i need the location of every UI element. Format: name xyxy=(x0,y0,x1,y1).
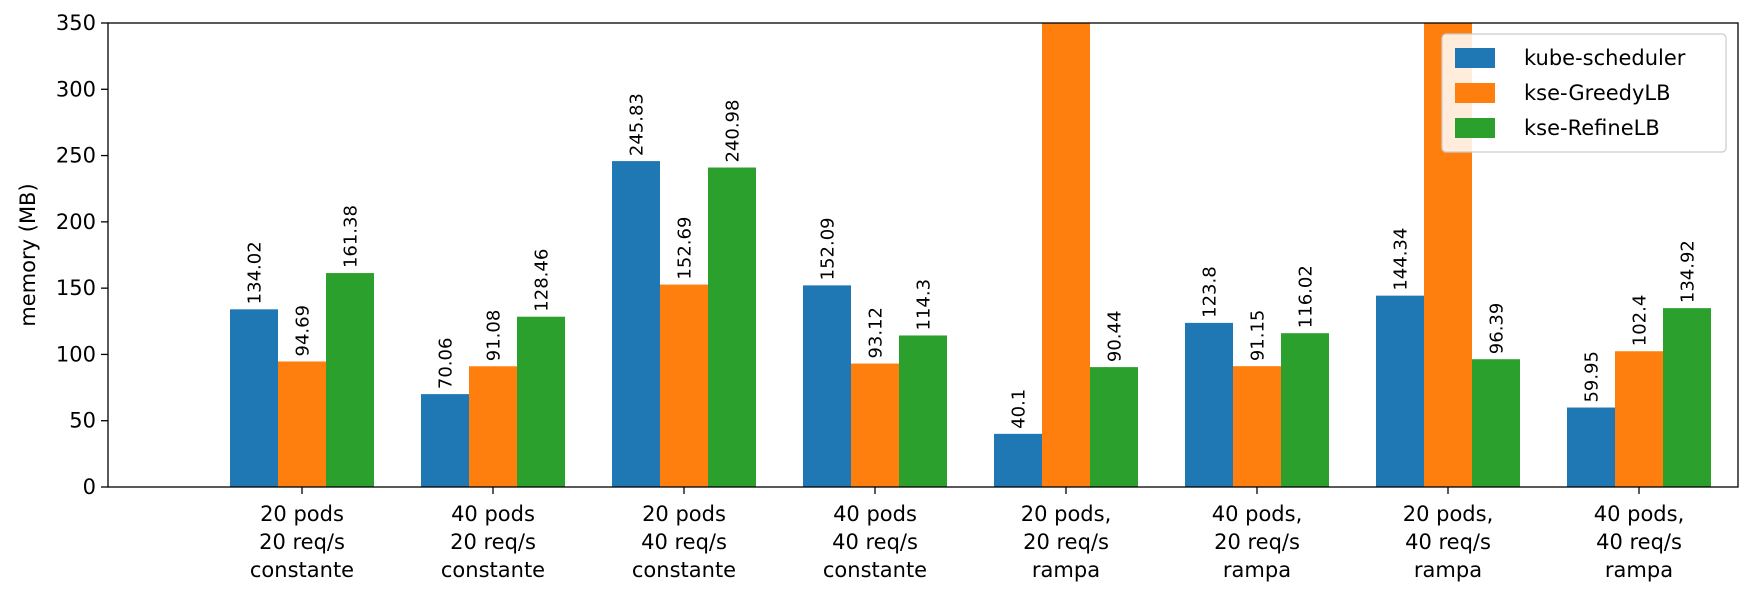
y-axis-label: memory (MB) xyxy=(16,183,40,326)
bar-value-label: 128.46 xyxy=(532,249,553,312)
bar-kube-scheduler-4 xyxy=(994,433,1042,487)
bars-layer xyxy=(230,23,1711,488)
y-tick-label: 150 xyxy=(56,276,96,300)
y-tick-label: 250 xyxy=(56,144,96,168)
x-tick-label: rampa xyxy=(1605,558,1673,582)
bar-kse-GreedyLB-5 xyxy=(1233,366,1281,487)
bar-kse-RefineLB-3 xyxy=(899,335,947,487)
y-axis: 0 50 100 150 200 250 300 350 xyxy=(56,11,108,499)
x-tick-label: 20 req/s xyxy=(450,530,536,554)
y-tick-label: 50 xyxy=(69,409,96,433)
bar-value-label: 102.4 xyxy=(1630,295,1651,347)
bar-kse-GreedyLB-3 xyxy=(851,363,899,487)
bar-value-label: 114.3 xyxy=(914,279,935,331)
legend: kube-scheduler kse-GreedyLB kse-RefineLB xyxy=(1441,33,1727,153)
x-tick-label: 40 pods xyxy=(451,502,535,526)
bar-kube-scheduler-2 xyxy=(612,161,660,487)
x-tick-label: 40 req/s xyxy=(1596,530,1682,554)
legend-swatch xyxy=(1455,118,1495,138)
x-tick-label: constante xyxy=(441,558,545,582)
x-tick-label: 20 req/s xyxy=(1023,530,1109,554)
bar-kube-scheduler-3 xyxy=(803,285,851,487)
y-tick-label: 350 xyxy=(56,11,96,35)
x-tick-label: 40 pods, xyxy=(1212,502,1303,526)
x-tick-label: constante xyxy=(823,558,927,582)
bar-value-label: 116.02 xyxy=(1296,265,1317,328)
bar-value-label: 144.34 xyxy=(1391,228,1412,291)
bar-kse-RefineLB-4 xyxy=(1090,367,1138,487)
bar-value-label: 152.09 xyxy=(818,217,839,280)
x-tick-label: 20 req/s xyxy=(259,530,345,554)
x-tick-label: rampa xyxy=(1223,558,1291,582)
x-tick-label: 40 pods, xyxy=(1594,502,1685,526)
bar-kse-GreedyLB-0 xyxy=(278,361,326,487)
bar-kube-scheduler-0 xyxy=(230,309,278,487)
bar-labels-layer: 134.02 70.06 245.83 152.09 40.1 123.8 144.34 59… xyxy=(245,93,1699,429)
bar-value-label: 94.69 xyxy=(293,305,314,357)
bar-kube-scheduler-1 xyxy=(421,394,469,487)
bar-kse-RefineLB-5 xyxy=(1281,333,1329,487)
bar-value-label: 161.38 xyxy=(341,205,362,268)
bar-value-label: 40.1 xyxy=(1009,389,1030,429)
bar-value-label: 90.44 xyxy=(1105,311,1126,363)
legend-label: kse-RefineLB xyxy=(1524,116,1660,140)
x-tick-label: rampa xyxy=(1032,558,1100,582)
bar-kse-GreedyLB-1 xyxy=(469,366,517,487)
legend-swatch xyxy=(1455,83,1495,103)
bar-value-label: 91.08 xyxy=(484,310,505,362)
x-tick-label: 40 pods xyxy=(833,502,917,526)
bar-value-label: 134.92 xyxy=(1678,240,1699,303)
x-tick-label: 20 pods, xyxy=(1403,502,1494,526)
bar-value-label: 91.15 xyxy=(1248,310,1269,362)
bar-value-label: 59.95 xyxy=(1582,351,1603,403)
bar-value-label: 70.06 xyxy=(436,338,457,390)
x-tick-label: 20 pods, xyxy=(1021,502,1112,526)
bar-value-label: 245.83 xyxy=(627,93,648,156)
bar-kube-scheduler-7 xyxy=(1567,407,1615,487)
legend-label: kse-GreedyLB xyxy=(1524,81,1671,105)
bar-kube-scheduler-5 xyxy=(1185,322,1233,487)
bar-kse-GreedyLB-2 xyxy=(660,284,708,487)
x-tick-label: 20 pods xyxy=(642,502,726,526)
y-tick-label: 200 xyxy=(56,210,96,234)
bar-kse-RefineLB-7 xyxy=(1663,308,1711,487)
x-tick-label: rampa xyxy=(1414,558,1482,582)
bar-value-label: 152.69 xyxy=(675,217,696,280)
legend-label: kube-scheduler xyxy=(1524,46,1686,70)
bar-kse-GreedyLB-4 xyxy=(1042,23,1090,487)
bar-kse-GreedyLB-7 xyxy=(1615,351,1663,487)
x-tick-label: 40 req/s xyxy=(641,530,727,554)
bar-value-label: 123.8 xyxy=(1200,266,1221,318)
legend-box xyxy=(1441,33,1727,153)
bar-kse-RefineLB-1 xyxy=(517,316,565,487)
x-tick-label: 20 req/s xyxy=(1214,530,1300,554)
bar-kse-RefineLB-2 xyxy=(708,167,756,488)
x-tick-label: 40 req/s xyxy=(832,530,918,554)
x-tick-label: constante xyxy=(250,558,354,582)
bar-kube-scheduler-6 xyxy=(1376,295,1424,487)
bar-value-label: 96.39 xyxy=(1487,303,1508,355)
x-tick-label: 20 pods xyxy=(260,502,344,526)
bar-value-label: 134.02 xyxy=(245,241,266,304)
bar-kse-RefineLB-0 xyxy=(326,273,374,487)
bar-value-label: 240.98 xyxy=(723,100,744,163)
y-tick-label: 300 xyxy=(56,77,96,101)
bar-value-label: 93.12 xyxy=(866,307,887,359)
legend-swatch xyxy=(1455,48,1495,68)
x-axis: 20 pods 20 req/s constante 40 pods 20 req/s c… xyxy=(250,487,1684,582)
plot-frame xyxy=(107,22,1739,488)
x-tick-label: 40 req/s xyxy=(1405,530,1491,554)
y-tick-label: 100 xyxy=(56,342,96,366)
bar-kse-RefineLB-6 xyxy=(1472,359,1520,487)
y-tick-label: 0 xyxy=(83,475,96,499)
x-tick-label: constante xyxy=(632,558,736,582)
